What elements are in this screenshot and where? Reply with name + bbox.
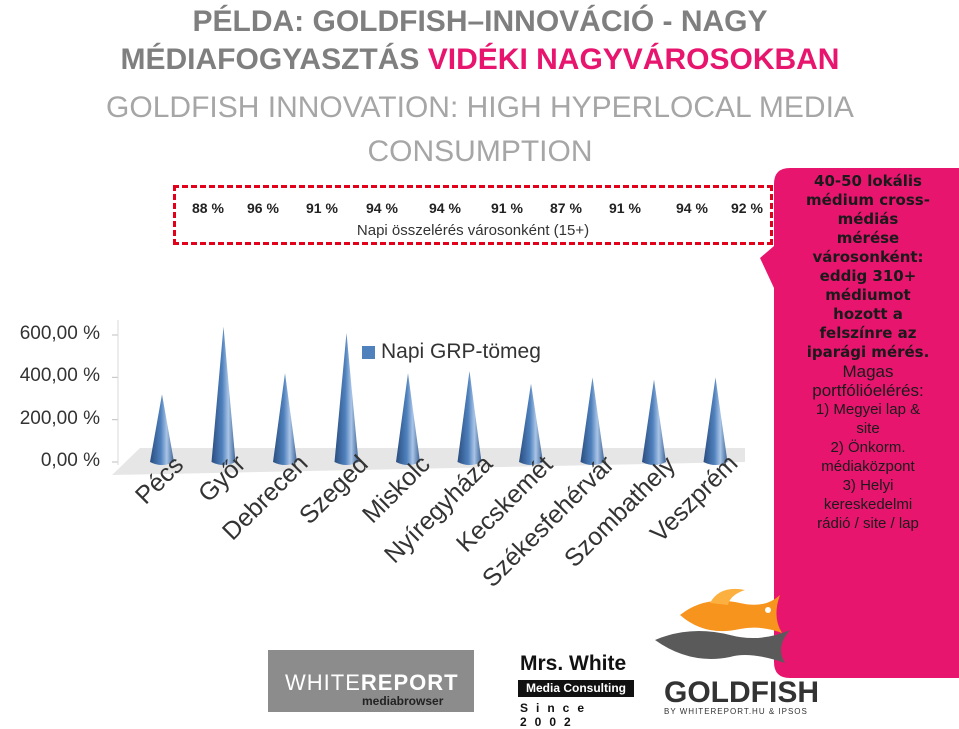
cone-bar bbox=[396, 373, 420, 465]
daily-reach-values: 88 % 96 % 91 % 94 % 94 % 91 % 87 % 91 % 94 % 92 % bbox=[176, 200, 770, 220]
title-line-2-pink: VIDÉKI NAGYVÁROSOKBAN bbox=[427, 43, 840, 76]
title-line-1: PÉLDA: GOLDFISH–INNOVÁCIÓ - NAGY bbox=[192, 5, 768, 38]
chart-legend: Napi GRP-tömeg bbox=[362, 340, 541, 364]
daily-reach-value: 91 % bbox=[609, 200, 641, 216]
legend-label: Napi GRP-tömeg bbox=[381, 340, 541, 363]
callout-line: iparági mérés. bbox=[806, 343, 930, 361]
daily-reach-value: 92 % bbox=[731, 200, 763, 216]
y-tick-label: 400,00 % bbox=[19, 365, 100, 387]
y-tick-label: 200,00 % bbox=[19, 407, 100, 429]
callout-line: médiás bbox=[837, 210, 899, 228]
callout-text: 40-50 lokális médium cross-médiás mérése vá… bbox=[778, 172, 958, 533]
cone-bar bbox=[273, 373, 297, 465]
cone-bar bbox=[580, 377, 605, 465]
callout-line: kereskedelmi bbox=[823, 496, 913, 513]
cone-bar bbox=[334, 332, 359, 465]
callout-line: mérése bbox=[836, 229, 900, 247]
goldfish-wordmark: GOLDFISH bbox=[664, 676, 819, 709]
mrs-white-since: Since 2002 bbox=[520, 701, 593, 729]
daily-reach-box: 88 % 96 % 91 % 94 % 94 % 91 % 87 % 91 % 94 % 92 %… bbox=[173, 185, 773, 245]
whitereport-wordmark: WHITEREPORT bbox=[285, 670, 459, 695]
cone-bar bbox=[642, 379, 666, 465]
daily-reach-label: Napi összelérés városonként (15+) bbox=[356, 222, 590, 239]
daily-reach-value: 96 % bbox=[247, 200, 279, 216]
cone-bar bbox=[150, 394, 174, 465]
callout-line: rádió / site / lap bbox=[817, 515, 919, 532]
daily-reach-value: 91 % bbox=[306, 200, 338, 216]
daily-reach-value: 91 % bbox=[491, 200, 523, 216]
y-tick-label: 600,00 % bbox=[19, 323, 100, 344]
whitereport-tagline: mediabrowser bbox=[362, 694, 444, 708]
cone-bar bbox=[703, 377, 728, 465]
daily-reach-value: 94 % bbox=[676, 200, 708, 216]
callout-line: 1) Megyei lap & bbox=[815, 401, 921, 418]
callout-line: városonként: bbox=[812, 248, 924, 266]
callout-bubble bbox=[760, 168, 959, 678]
callout-line: 3) Helyi bbox=[842, 477, 894, 494]
callout-line: hozott a bbox=[833, 305, 903, 323]
callout-line: médiaközpont bbox=[821, 458, 915, 475]
mrs-white-subtitle: Media Consulting bbox=[518, 680, 634, 697]
callout-line: 40-50 lokális bbox=[814, 172, 922, 190]
callout-line: médium cross- bbox=[806, 191, 930, 209]
callout-line: Magas bbox=[842, 362, 894, 381]
whitereport-logo: WHITEREPORT mediabrowser bbox=[268, 650, 474, 712]
mrs-white-name: Mrs. White bbox=[520, 652, 627, 675]
daily-reach-value: 87 % bbox=[550, 200, 582, 216]
subtitle: GOLDFISH INNOVATION: HIGH HYPERLOCAL MED… bbox=[106, 91, 854, 168]
goldfish-tagline: BY WHITEREPORT.HU & IPSOS bbox=[664, 707, 808, 716]
callout-line: portfólióelérés: bbox=[812, 381, 924, 400]
cone-bar bbox=[457, 370, 482, 465]
callout-line: eddig 310+ bbox=[819, 267, 917, 285]
callout-line: felszínre az bbox=[819, 324, 917, 342]
mrs-white-logo: Mrs. White Media Consulting Since 2002 bbox=[514, 652, 636, 729]
goldfish-fish-icon bbox=[655, 588, 790, 663]
daily-reach-value: 94 % bbox=[366, 200, 398, 216]
callout-line: médiumot bbox=[825, 286, 911, 304]
callout-shape bbox=[760, 168, 959, 678]
callout-line: 2) Önkorm. bbox=[830, 439, 906, 456]
grp-cone-chart bbox=[112, 320, 745, 475]
title-line-2-grey: MÉDIAFOGYASZTÁS bbox=[120, 43, 420, 76]
callout-line: site bbox=[856, 420, 880, 437]
cone-bar bbox=[519, 383, 543, 465]
title-line-2: MÉDIAFOGYASZTÁS VIDÉKI NAGYVÁROSOKBAN bbox=[0, 42, 959, 78]
daily-reach-value: 88 % bbox=[192, 200, 224, 216]
cone-bar bbox=[211, 326, 236, 465]
y-tick-label: 0,00 % bbox=[40, 450, 100, 471]
legend-swatch bbox=[362, 345, 375, 359]
daily-reach-value: 94 % bbox=[429, 200, 461, 216]
